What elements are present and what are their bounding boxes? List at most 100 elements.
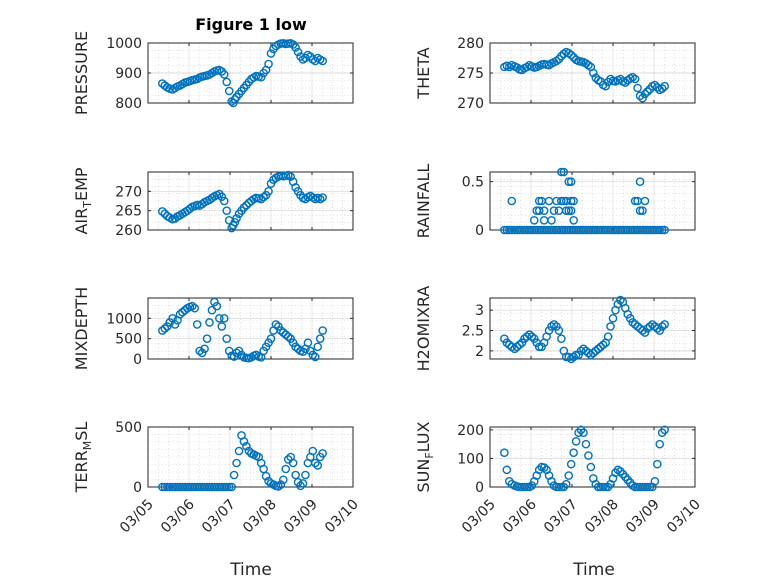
data-point [160, 324, 170, 333]
data-point [584, 451, 593, 460]
series-points [158, 431, 327, 492]
data-point [266, 334, 276, 343]
data-point [608, 314, 618, 323]
data-point [564, 177, 574, 186]
data-point [256, 72, 266, 82]
y-axis-label: THETA [414, 47, 433, 99]
subplot-h2omixra: 2 2.5 3 H2OMIXRA [414, 286, 696, 371]
y-tick-label: 280 [457, 36, 484, 52]
data-point [652, 324, 662, 333]
data-point [315, 334, 325, 343]
data-point [559, 167, 569, 177]
x-tick-label: 03/10 [322, 497, 362, 537]
data-point [259, 192, 268, 202]
data-point [539, 463, 549, 472]
data-point [561, 479, 571, 489]
data-point [207, 305, 217, 315]
data-point [557, 196, 566, 206]
x-axis-label-left: Time [229, 560, 272, 580]
y-axis-label: RAINFALL [414, 164, 433, 239]
data-point [569, 352, 578, 362]
data-point [630, 196, 640, 206]
data-point [296, 481, 305, 491]
axes-box [147, 426, 354, 488]
data-point [527, 332, 537, 341]
series-points [500, 295, 669, 364]
data-point [621, 78, 630, 87]
data-point [638, 206, 647, 215]
data-point [643, 482, 652, 492]
data-point [239, 203, 249, 212]
data-point [534, 206, 544, 215]
data-point [552, 56, 561, 66]
data-point [200, 344, 209, 354]
data-point [318, 193, 327, 202]
x-tick-label: 03/06 [158, 496, 198, 536]
data-point [212, 301, 222, 311]
grid [147, 42, 354, 104]
y-tick-label: 0.5 [462, 175, 484, 191]
data-point [502, 465, 512, 475]
data-point [291, 43, 300, 52]
data-point [271, 320, 281, 329]
data-point [190, 303, 200, 313]
data-point [601, 81, 610, 91]
series-points [158, 170, 327, 233]
data-point [293, 47, 303, 57]
data-point [522, 482, 532, 492]
y-tick-label: 500 [115, 420, 142, 436]
data-point [635, 206, 645, 215]
series-points [500, 425, 669, 492]
data-point [318, 56, 327, 66]
data-point [274, 482, 283, 491]
data-point [239, 437, 249, 446]
data-point [504, 340, 514, 350]
data-point [640, 89, 650, 99]
x-tick-label: 03/09 [281, 497, 321, 537]
data-point [219, 70, 229, 79]
data-point [229, 470, 239, 480]
data-point [234, 446, 244, 456]
data-point [288, 458, 298, 468]
data-point [515, 340, 524, 350]
data-point [266, 49, 276, 58]
data-point [564, 471, 574, 480]
data-point [259, 464, 268, 474]
x-tick-label: 03/08 [582, 497, 622, 537]
data-point [222, 206, 232, 215]
data-point [635, 177, 645, 186]
data-point [660, 320, 669, 329]
subplot-mixdepth: 0 500 1000 MIXDEPTH [72, 287, 354, 370]
data-point [586, 462, 596, 472]
series-points [158, 39, 327, 108]
x-tick-label: 03/10 [664, 497, 704, 537]
data-point [554, 206, 564, 215]
series-points [158, 297, 327, 363]
x-tick-label: 03/07 [541, 497, 581, 537]
grid [147, 297, 354, 360]
data-point [557, 51, 566, 61]
data-point [645, 482, 655, 492]
data-point [264, 187, 273, 196]
y-axis-label: MIXDEPTH [72, 287, 91, 370]
data-point [222, 334, 232, 343]
data-point [202, 334, 212, 343]
data-point [529, 216, 539, 225]
data-point [598, 482, 608, 492]
data-point [660, 225, 669, 235]
data-point [264, 59, 273, 69]
y-tick-label: 260 [115, 223, 142, 239]
data-point [500, 448, 509, 458]
x-tick-label: 03/05 [117, 497, 157, 537]
data-point [561, 206, 571, 215]
data-point [584, 60, 593, 70]
data-point [579, 428, 588, 438]
series-points [500, 47, 669, 103]
data-point [278, 475, 288, 485]
data-point [554, 482, 564, 492]
data-point [650, 80, 660, 90]
data-point [242, 200, 251, 210]
data-point [192, 320, 202, 329]
